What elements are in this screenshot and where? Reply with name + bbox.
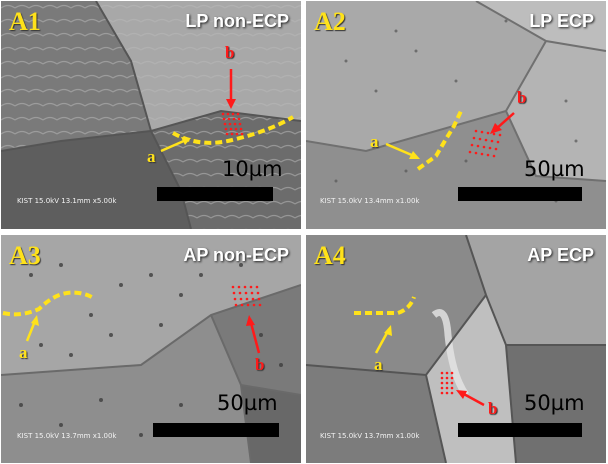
meta-text-a1: KIST 15.0kV 13.1mm x5.00k <box>17 197 117 205</box>
arrow-b-a2 <box>490 112 515 134</box>
arrow-b-a3 <box>246 315 261 354</box>
scale-text-a1: 10µm <box>222 157 283 181</box>
arrow-b-a4 <box>456 390 485 407</box>
meta-text-a3: KIST 15.0kV 13.7mm x1.00k <box>17 432 117 440</box>
panel-a4: A4 AP ECP a b 50µm KIST 15.0kV 13.7mm x1… <box>306 235 606 463</box>
marker-a-label-a4: a <box>374 355 383 374</box>
marker-b-label-a2: b <box>517 88 527 107</box>
grain-boundary-line-a3 <box>2 290 97 317</box>
panel-label-a3: A3 <box>9 241 41 270</box>
scale-text-a4: 50µm <box>524 391 585 415</box>
overlay-a4 <box>354 296 485 407</box>
scale-bar-a1 <box>157 187 273 201</box>
sem-image-a4 <box>306 235 606 463</box>
overlay-a2 <box>385 110 515 171</box>
scale-bar-a2 <box>458 187 582 201</box>
region-dots-a3 <box>231 285 262 307</box>
region-dots-a2 <box>468 129 502 158</box>
scale-text-a2: 50µm <box>524 157 585 181</box>
marker-a-label-a3: a <box>19 343 28 362</box>
panel-label-a2: A2 <box>314 7 346 36</box>
marker-b-label-a4: b <box>488 399 498 418</box>
arrow-a-a3 <box>25 315 39 342</box>
marker-a-label-a2: a <box>370 132 379 151</box>
grain-boundary-line-a2 <box>416 110 463 171</box>
panel-title-a1: LP non-ECP <box>185 11 289 31</box>
panel-title-a2: LP ECP <box>529 11 594 31</box>
panel-a1: A1 LP non-ECP a b 10µm KIST 15.0kV 13.1m… <box>1 1 301 229</box>
scale-bar-a3 <box>153 423 279 437</box>
overlay-a3 <box>2 285 262 354</box>
panel-label-a4: A4 <box>314 241 346 270</box>
arrow-a-a4 <box>374 325 392 354</box>
marker-a-label-a1: a <box>147 147 156 166</box>
meta-text-a2: KIST 15.0kV 13.4mm x1.00k <box>320 197 420 205</box>
region-dots-a1 <box>221 112 244 136</box>
panel-title-a3: AP non-ECP <box>183 245 289 265</box>
scale-text-a3: 50µm <box>217 391 278 415</box>
arrow-b-a1 <box>226 69 236 109</box>
arrow-a-a2 <box>385 142 420 159</box>
panel-title-a4: AP ECP <box>527 245 594 265</box>
region-dots-a4 <box>440 371 454 395</box>
meta-text-a4: KIST 15.0kV 13.7mm x1.00k <box>320 432 420 440</box>
overlay-a1 <box>160 69 295 153</box>
scale-bar-a4 <box>458 423 582 437</box>
panel-label-a1: A1 <box>9 7 41 36</box>
marker-b-label-a1: b <box>225 43 235 62</box>
panel-a2: A2 LP ECP a b 50µm KIST 15.0kV 13.4mm x1… <box>306 1 606 229</box>
panel-a3: A3 AP non-ECP a b 50µm KIST 15.0kV 13.7m… <box>1 235 301 463</box>
marker-b-label-a3: b <box>255 355 265 374</box>
arrow-a-a1 <box>160 137 191 153</box>
grain-boundary-line-a1 <box>172 115 295 145</box>
grain-boundary-line-a4 <box>354 296 416 315</box>
